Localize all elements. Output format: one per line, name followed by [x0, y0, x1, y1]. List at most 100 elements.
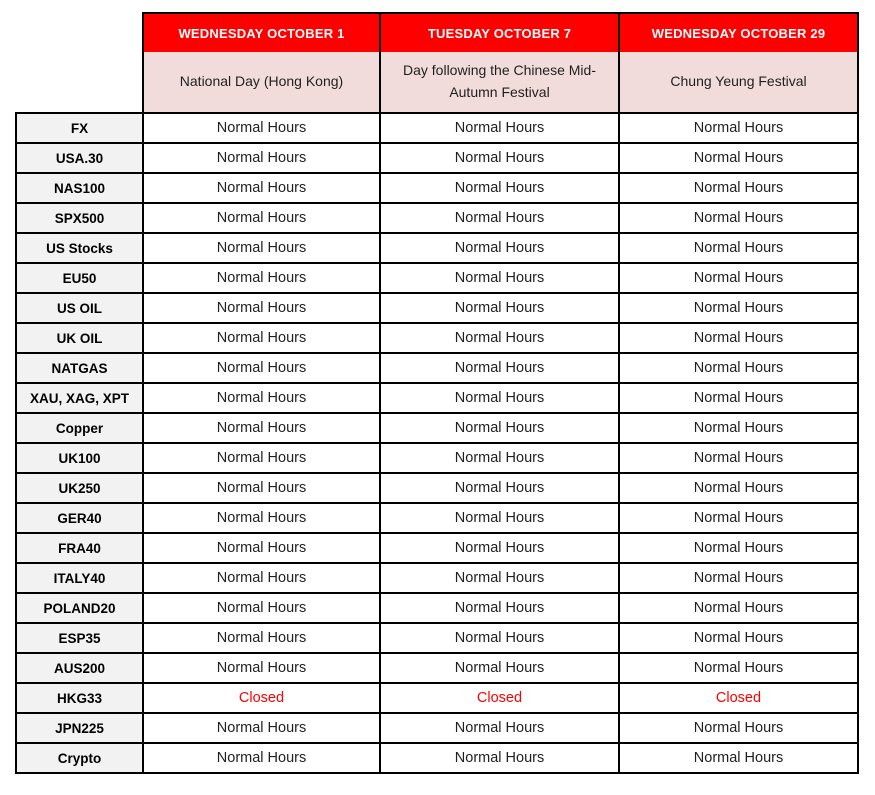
table-row: JPN225 Normal Hours Normal Hours Normal … [15, 712, 859, 744]
table-row: NAS100 Normal Hours Normal Hours Normal … [15, 172, 859, 204]
hours-cell: Normal Hours [618, 112, 859, 144]
hours-cell: Normal Hours [379, 502, 620, 534]
instrument-label: UK250 [15, 472, 144, 504]
table-row: FX Normal Hours Normal Hours Normal Hour… [15, 112, 859, 144]
hours-cell: Normal Hours [379, 592, 620, 624]
hours-cell: Normal Hours [618, 172, 859, 204]
hours-cell: Normal Hours [618, 292, 859, 324]
instrument-label: US Stocks [15, 232, 144, 264]
hours-cell: Normal Hours [618, 442, 859, 474]
instrument-label: GER40 [15, 502, 144, 534]
hours-cell: Normal Hours [379, 292, 620, 324]
instrument-label: UK OIL [15, 322, 144, 354]
hours-cell: Normal Hours [618, 472, 859, 504]
hours-cell: Normal Hours [142, 382, 381, 414]
hours-cell: Normal Hours [379, 382, 620, 414]
hours-cell: Normal Hours [379, 352, 620, 384]
table-row: US Stocks Normal Hours Normal Hours Norm… [15, 232, 859, 264]
instrument-label: JPN225 [15, 712, 144, 744]
table-row: FRA40 Normal Hours Normal Hours Normal H… [15, 532, 859, 564]
hours-cell: Normal Hours [379, 472, 620, 504]
hours-cell: Normal Hours [142, 652, 381, 684]
hours-cell: Normal Hours [142, 322, 381, 354]
hours-cell: Normal Hours [618, 592, 859, 624]
hours-cell: Normal Hours [379, 142, 620, 174]
hours-cell: Normal Hours [379, 442, 620, 474]
hours-cell: Closed [379, 682, 620, 714]
instrument-label: US OIL [15, 292, 144, 324]
hours-cell: Normal Hours [142, 502, 381, 534]
hours-cell: Normal Hours [379, 322, 620, 354]
hours-cell: Normal Hours [142, 592, 381, 624]
instrument-label: EU50 [15, 262, 144, 294]
hours-cell: Normal Hours [618, 232, 859, 264]
table-row: NATGAS Normal Hours Normal Hours Normal … [15, 352, 859, 384]
table-row: HKG33 Closed Closed Closed [15, 682, 859, 714]
hours-cell: Normal Hours [618, 742, 859, 774]
instrument-label: Crypto [15, 742, 144, 774]
instrument-label: XAU, XAG, XPT [15, 382, 144, 414]
instrument-label: SPX500 [15, 202, 144, 234]
holiday-header-row: National Day (Hong Kong) Day following t… [16, 52, 859, 114]
holiday-mid-autumn: Day following the Chinese Mid-Autumn Fes… [379, 52, 620, 114]
corner-cell [16, 13, 143, 52]
hours-cell: Normal Hours [142, 172, 381, 204]
hours-cell: Normal Hours [618, 622, 859, 654]
instrument-label: FRA40 [15, 532, 144, 564]
table-row: ESP35 Normal Hours Normal Hours Normal H… [15, 622, 859, 654]
instrument-label: HKG33 [15, 682, 144, 714]
hours-cell: Normal Hours [379, 232, 620, 264]
hours-cell: Normal Hours [142, 202, 381, 234]
table-row: EU50 Normal Hours Normal Hours Normal Ho… [15, 262, 859, 294]
hours-cell: Normal Hours [618, 532, 859, 564]
corner-cell [16, 52, 143, 113]
instrument-label: NATGAS [15, 352, 144, 384]
trading-hours-table: WEDNESDAY OCTOBER 1 TUESDAY OCTOBER 7 WE… [15, 12, 859, 774]
hours-cell: Normal Hours [379, 532, 620, 564]
hours-cell: Closed [618, 682, 859, 714]
date-header-october-29: WEDNESDAY OCTOBER 29 [618, 12, 859, 52]
instrument-label: ESP35 [15, 622, 144, 654]
holiday-chung-yeung: Chung Yeung Festival [618, 52, 859, 114]
hours-cell: Normal Hours [142, 472, 381, 504]
table-row: SPX500 Normal Hours Normal Hours Normal … [15, 202, 859, 234]
hours-cell: Normal Hours [379, 562, 620, 594]
hours-cell: Normal Hours [142, 712, 381, 744]
hours-cell: Normal Hours [142, 142, 381, 174]
hours-cell: Normal Hours [379, 412, 620, 444]
hours-cell: Normal Hours [379, 262, 620, 294]
hours-cell: Normal Hours [618, 562, 859, 594]
hours-cell: Normal Hours [142, 622, 381, 654]
hours-cell: Normal Hours [618, 652, 859, 684]
hours-cell: Normal Hours [618, 412, 859, 444]
hours-cell: Normal Hours [142, 112, 381, 144]
hours-cell: Normal Hours [142, 292, 381, 324]
hours-cell: Normal Hours [618, 142, 859, 174]
date-header-october-1: WEDNESDAY OCTOBER 1 [142, 12, 381, 52]
hours-cell: Normal Hours [618, 262, 859, 294]
hours-cell: Normal Hours [618, 712, 859, 744]
hours-cell: Normal Hours [618, 502, 859, 534]
hours-cell: Normal Hours [379, 622, 620, 654]
hours-cell: Normal Hours [618, 322, 859, 354]
table-row: GER40 Normal Hours Normal Hours Normal H… [15, 502, 859, 534]
table-row: POLAND20 Normal Hours Normal Hours Norma… [15, 592, 859, 624]
hours-cell: Normal Hours [379, 652, 620, 684]
hours-cell: Normal Hours [142, 262, 381, 294]
hours-cell: Normal Hours [618, 382, 859, 414]
instrument-rows: FX Normal Hours Normal Hours Normal Hour… [15, 112, 859, 774]
hours-cell: Normal Hours [379, 742, 620, 774]
date-header-row: WEDNESDAY OCTOBER 1 TUESDAY OCTOBER 7 WE… [16, 12, 859, 52]
hours-cell: Normal Hours [142, 532, 381, 564]
hours-cell: Normal Hours [142, 442, 381, 474]
hours-cell: Normal Hours [379, 712, 620, 744]
table-row: UK OIL Normal Hours Normal Hours Normal … [15, 322, 859, 354]
table-row: AUS200 Normal Hours Normal Hours Normal … [15, 652, 859, 684]
hours-cell: Normal Hours [142, 232, 381, 264]
hours-cell: Normal Hours [379, 172, 620, 204]
instrument-label: USA.30 [15, 142, 144, 174]
table-row: Crypto Normal Hours Normal Hours Normal … [15, 742, 859, 774]
hours-cell: Closed [142, 682, 381, 714]
hours-cell: Normal Hours [142, 412, 381, 444]
instrument-label: AUS200 [15, 652, 144, 684]
